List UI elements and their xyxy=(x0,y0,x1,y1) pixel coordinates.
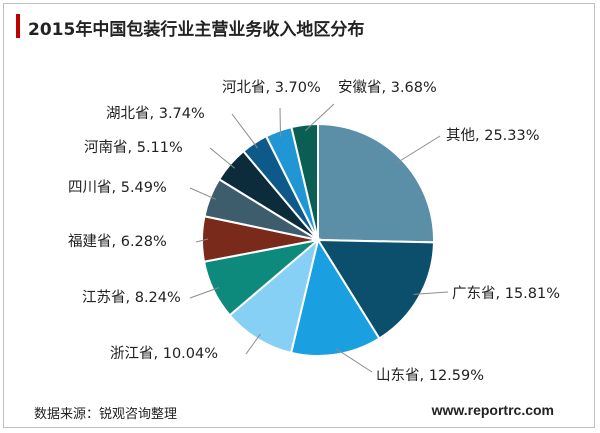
leader-line-9 xyxy=(231,113,258,149)
pie-slice-1 xyxy=(317,122,435,244)
leader-line-3 xyxy=(335,348,373,373)
slice-label-4: 浙江省, 10.04% xyxy=(110,345,218,362)
pie-slice-2 xyxy=(316,238,436,340)
source-note: 数据来源：锐观咨询整理 xyxy=(34,407,178,422)
slice-label-1: 其他, 25.33% xyxy=(446,127,540,144)
leader-line-11 xyxy=(304,103,335,132)
slice-label-6: 福建省, 6.28% xyxy=(68,233,167,250)
leader-line-6 xyxy=(195,238,209,243)
title-accent-bar xyxy=(16,14,20,38)
slice-label-11: 安徽省, 3.68% xyxy=(338,79,437,96)
leader-line-1 xyxy=(396,135,441,164)
leader-line-8 xyxy=(209,147,236,169)
pie-slice-11 xyxy=(290,122,319,241)
leader-line-7 xyxy=(189,187,217,200)
chart-title: 2015年中国包装行业主营业务收入地区分布 xyxy=(28,20,365,40)
slice-label-8: 河南省, 5.11% xyxy=(84,139,183,156)
leader-lines xyxy=(189,103,449,373)
slice-label-10: 河北省, 3.70% xyxy=(222,79,321,96)
slice-label-9: 湖北省, 3.74% xyxy=(106,105,205,122)
pie-slices xyxy=(201,122,436,357)
leader-line-10 xyxy=(279,107,281,137)
leader-line-2 xyxy=(413,291,449,295)
leader-line-4 xyxy=(245,333,262,355)
slice-label-2: 广东省, 15.81% xyxy=(452,285,560,302)
leader-line-5 xyxy=(189,287,219,299)
pie-slice-3 xyxy=(289,237,381,357)
slice-label-3: 山东省, 12.59% xyxy=(376,367,484,384)
slice-label-7: 四川省, 5.49% xyxy=(68,179,167,196)
website-url: www.reportrc.com xyxy=(431,402,554,418)
slice-labels: 其他, 25.33% 广东省, 15.81% 山东省, 12.59% 浙江省, 10.… xyxy=(68,79,560,384)
slice-label-5: 江苏省, 8.24% xyxy=(82,289,181,306)
